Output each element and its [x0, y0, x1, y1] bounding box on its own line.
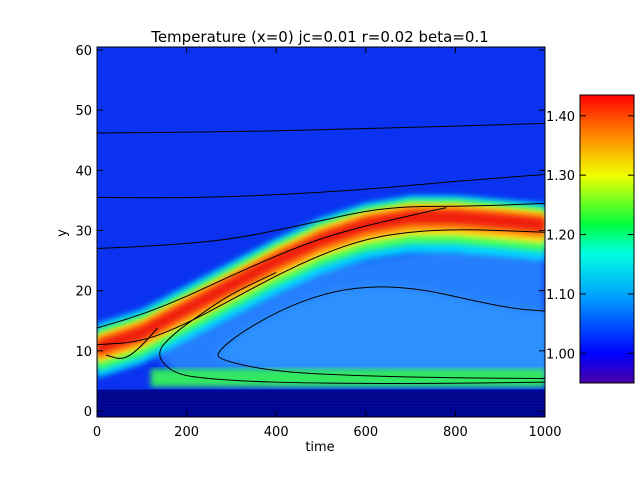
x-tick-label: 600: [353, 425, 378, 440]
colorbar-tick-label: 1.00: [546, 347, 575, 362]
heatmap-region-base: [97, 389, 545, 417]
colorbar-gradient: [579, 94, 635, 384]
heatmap-region-bottom-warm: [150, 368, 545, 387]
chart-title: Temperature (x=0) jc=0.01 r=0.02 beta=0.…: [150, 28, 489, 46]
x-tick-label: 1000: [528, 425, 561, 440]
contour-lower-loop: [217, 286, 545, 379]
x-tick-label: 0: [93, 425, 101, 440]
colorbar-tick-label: 1.10: [546, 288, 575, 303]
colorbar-tick-label: 1.40: [546, 110, 575, 125]
y-axis: 0 10 20 30 40 50 60: [75, 44, 545, 420]
heatmap-band-green: [97, 199, 545, 371]
y-tick-label: 10: [75, 345, 92, 360]
x-axis-label: time: [305, 440, 334, 455]
colorbar-tick-label: 1.20: [546, 229, 575, 244]
contour-outer-lower-loop: [159, 272, 545, 385]
y-tick-label: 20: [75, 285, 92, 300]
y-tick-label: 60: [75, 44, 92, 59]
contour-band-outer-top: [97, 202, 545, 249]
y-axis-label: y: [55, 229, 70, 237]
y-tick-label: 40: [75, 164, 92, 179]
x-axis: 0 200 400 600 800 1000: [93, 47, 562, 440]
contour-band-inner-top: [97, 207, 447, 329]
contour-ambient-upper: [97, 122, 545, 134]
x-tick-label: 200: [174, 425, 199, 440]
heatmap-region-outer-cool: [155, 230, 545, 384]
contour-band-outer-bottom: [97, 229, 545, 346]
contour-ambient-middle: [97, 174, 545, 199]
contour-band-inner-bottom: [105, 327, 158, 359]
x-tick-label: 800: [443, 425, 468, 440]
y-tick-label: 30: [75, 224, 92, 239]
heatmap-field: [97, 47, 545, 417]
plot-frame: [96, 46, 546, 418]
y-tick-label: 0: [84, 405, 92, 420]
colorbar-tick-label: 1.30: [546, 169, 575, 184]
colorbar: 1.00 1.10 1.20 1.30 1.40: [546, 94, 635, 384]
x-tick-label: 400: [264, 425, 289, 440]
contour-lines: [97, 122, 545, 385]
y-tick-label: 50: [75, 104, 92, 119]
